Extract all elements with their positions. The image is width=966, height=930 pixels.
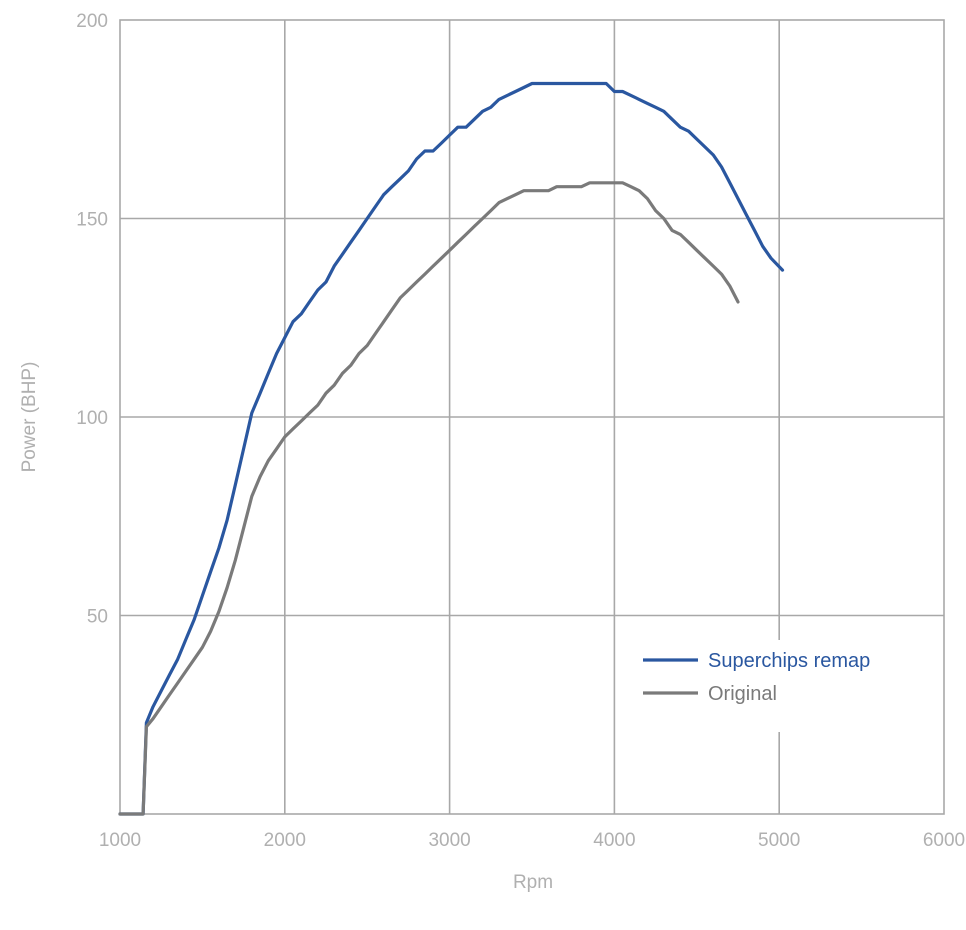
legend-background bbox=[640, 640, 880, 732]
y-tick-label: 100 bbox=[76, 408, 108, 429]
x-tick-label: 6000 bbox=[923, 830, 965, 851]
tick-labels: 1000 2000 3000 4000 5000 6000 50 100 150 200 bbox=[76, 11, 965, 851]
series-line-original bbox=[118, 181, 740, 816]
x-axis-title: Rpm bbox=[513, 872, 553, 893]
legend-label: Superchips remap bbox=[708, 650, 870, 672]
x-tick-label: 1000 bbox=[99, 830, 141, 851]
series-layer bbox=[118, 81, 785, 816]
x-tick-label: 2000 bbox=[264, 830, 306, 851]
x-tick-label: 5000 bbox=[758, 830, 800, 851]
series-line-superchips-remap bbox=[118, 81, 785, 816]
y-tick-label: 150 bbox=[76, 210, 108, 231]
x-tick-label: 3000 bbox=[428, 830, 470, 851]
y-tick-label: 50 bbox=[87, 607, 108, 628]
x-tick-label: 4000 bbox=[593, 830, 635, 851]
legend-label: Original bbox=[708, 683, 777, 705]
legend: Superchips remap Original bbox=[640, 640, 880, 732]
y-axis-title: Power (BHP) bbox=[19, 362, 40, 473]
y-tick-label: 200 bbox=[76, 11, 108, 32]
